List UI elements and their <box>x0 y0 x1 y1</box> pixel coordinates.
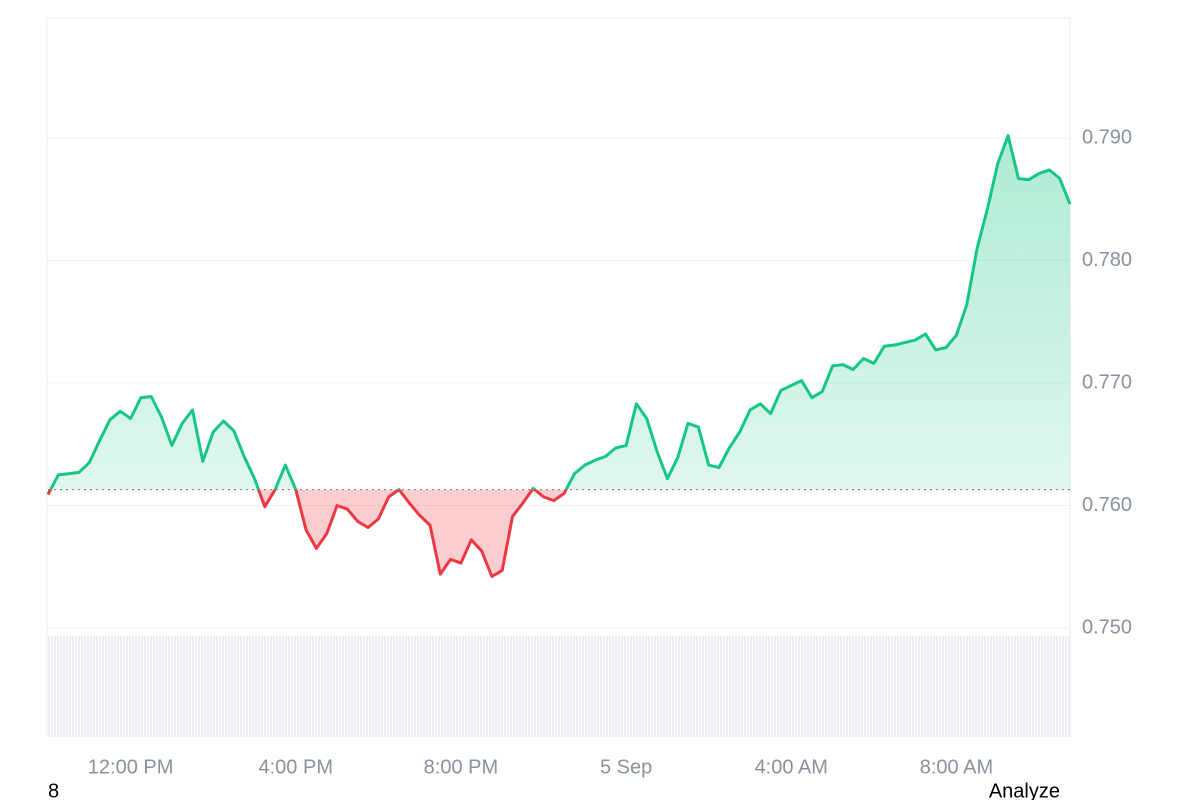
x-tick-label: 12:00 PM <box>88 756 174 778</box>
x-tick-label: 4:00 PM <box>259 756 333 778</box>
x-tick-label: 4:00 AM <box>755 756 828 778</box>
volume-band <box>47 636 1070 737</box>
price-line-up <box>48 134 1072 490</box>
footer-right[interactable]: Analyze <box>989 780 1060 802</box>
y-tick-label: 0.750 <box>1082 616 1132 638</box>
y-tick-label: 0.780 <box>1082 249 1132 271</box>
y-tick-label: 0.790 <box>1082 126 1132 148</box>
price-line-down <box>46 489 568 578</box>
y-tick-label: 0.770 <box>1082 371 1132 393</box>
y-tick-label: 0.760 <box>1082 494 1132 516</box>
x-tick-label: 8:00 PM <box>424 756 498 778</box>
area-down <box>48 489 1070 577</box>
x-tick-label: 5 Sep <box>600 756 652 778</box>
x-tick-label: 8:00 AM <box>920 756 993 778</box>
area-up <box>50 135 1070 490</box>
footer-left: 8 <box>48 780 59 800</box>
